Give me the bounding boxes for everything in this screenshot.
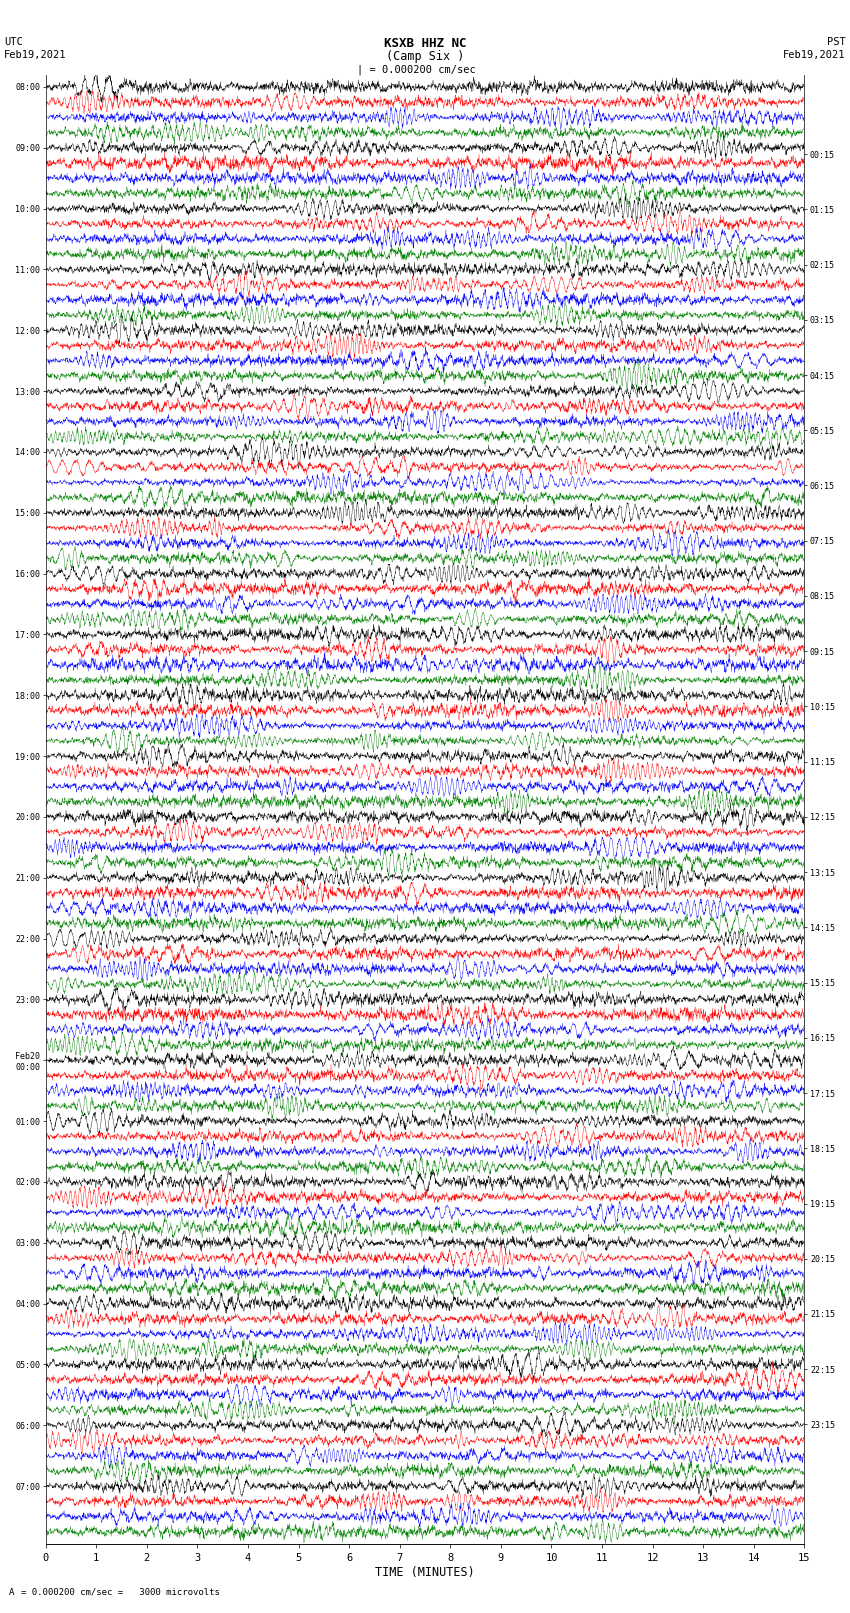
X-axis label: TIME (MINUTES): TIME (MINUTES): [375, 1566, 475, 1579]
Text: A: A: [8, 1587, 14, 1597]
Text: (Camp Six ): (Camp Six ): [386, 50, 464, 63]
Text: Feb19,2021: Feb19,2021: [4, 50, 67, 60]
Text: KSXB HHZ NC: KSXB HHZ NC: [383, 37, 467, 50]
Text: = 0.000200 cm/sec =   3000 microvolts: = 0.000200 cm/sec = 3000 microvolts: [21, 1587, 220, 1597]
Text: UTC: UTC: [4, 37, 23, 47]
Text: | = 0.000200 cm/sec: | = 0.000200 cm/sec: [357, 65, 476, 76]
Text: PST: PST: [827, 37, 846, 47]
Text: Feb19,2021: Feb19,2021: [783, 50, 846, 60]
